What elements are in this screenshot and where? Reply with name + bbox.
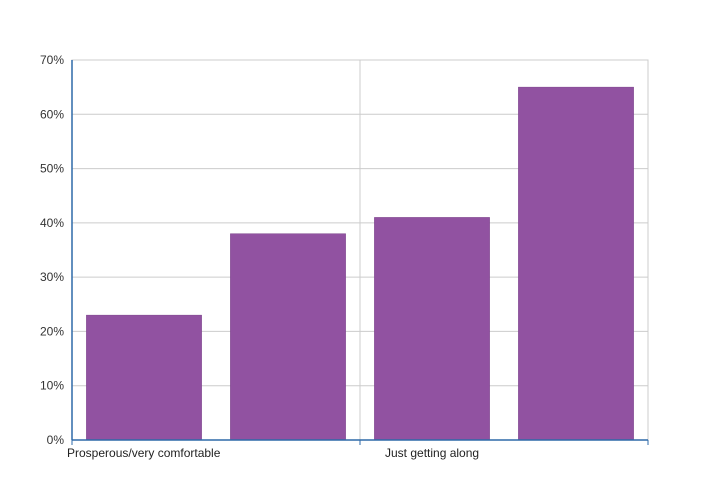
- bars: [86, 86, 634, 441]
- bar: [374, 217, 490, 441]
- y-tick-labels: 0% 10% 20% 30% 40% 50% 60% 70%: [40, 53, 64, 447]
- x-category-label: Just getting along: [385, 446, 479, 460]
- y-tick-label: 20%: [40, 324, 64, 338]
- y-tick-label: 50%: [40, 162, 64, 176]
- y-tick-label: 40%: [40, 216, 64, 230]
- bar: [230, 233, 346, 441]
- y-tick-label: 70%: [40, 53, 64, 67]
- y-tick-label: 0%: [47, 433, 65, 447]
- x-category-label: Prosperous/very comfortable: [67, 446, 221, 460]
- axes: [71, 60, 649, 445]
- y-tick-label: 10%: [40, 379, 64, 393]
- y-tick-label: 60%: [40, 107, 64, 121]
- y-tick-label: 30%: [40, 270, 64, 284]
- bar: [86, 314, 202, 441]
- bar: [518, 86, 634, 441]
- x-category-labels: Prosperous/very comfortable Just getting …: [67, 446, 479, 460]
